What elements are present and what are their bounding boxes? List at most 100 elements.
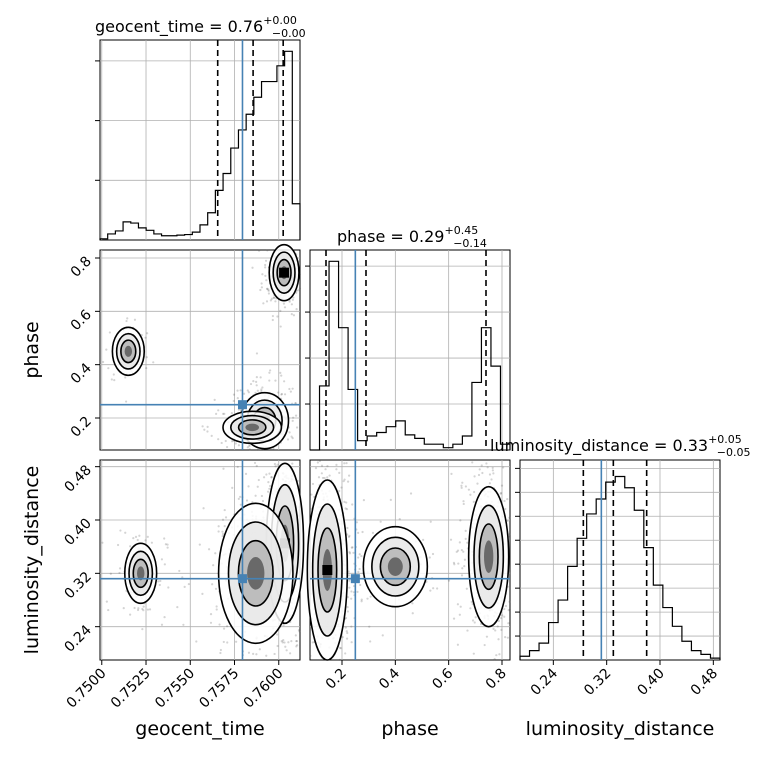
scatter-point: [268, 487, 271, 490]
scatter-point: [247, 391, 250, 394]
scatter-point: [256, 448, 259, 451]
scatter-point: [462, 500, 465, 503]
scatter-point: [346, 596, 349, 599]
density-contour: [247, 557, 265, 590]
scatter-point: [267, 289, 270, 292]
geocent-time-tick-label: 0.7500: [64, 666, 110, 712]
scatter-point: [119, 529, 122, 532]
scatter-point: [221, 530, 224, 533]
scatter-point: [371, 531, 375, 534]
luminosity-distance-x-ticks: 0.24 0.32 0.40 0.48: [528, 660, 721, 699]
scatter-point: [310, 493, 313, 496]
y-axis-label-luminosity-distance: luminosity_distance: [21, 466, 43, 655]
scatter-point: [157, 580, 160, 583]
scatter-point: [274, 379, 277, 382]
scatter-point: [145, 367, 148, 370]
scatter-point: [335, 468, 338, 471]
scatter-point: [211, 583, 214, 586]
scatter-point: [270, 476, 273, 479]
scatter-point: [266, 490, 270, 493]
scatter-point: [237, 497, 240, 500]
scatter-point: [166, 546, 169, 549]
scatter-point: [456, 549, 460, 552]
scatter-point: [495, 654, 498, 657]
scatter-point: [109, 572, 112, 575]
phase-tick-label: 0.2: [323, 666, 350, 693]
scatter-point: [223, 412, 226, 415]
scatter-point: [222, 640, 225, 644]
scatter-point: [282, 624, 285, 627]
density-contour: [245, 423, 260, 432]
scatter-point: [350, 546, 353, 549]
scatter-point: [346, 533, 349, 536]
scatter-point: [460, 484, 463, 487]
scatter-point: [145, 356, 148, 359]
scatter-point: [239, 495, 242, 498]
scatter-point: [411, 612, 414, 615]
scatter-point: [276, 633, 279, 636]
scatter-point: [465, 587, 468, 590]
scatter-point: [350, 625, 353, 628]
scatter-point: [290, 640, 293, 643]
scatter-point: [456, 643, 459, 646]
scatter-point: [500, 491, 503, 495]
scatter-point: [502, 466, 505, 469]
density-contours: [111, 243, 300, 450]
scatter-point: [469, 607, 472, 610]
scatter-point: [268, 472, 271, 475]
scatter-point: [256, 389, 259, 392]
panel-grid: [310, 250, 510, 450]
scatter-point: [283, 306, 287, 309]
scatter-point: [209, 621, 213, 624]
scatter-point: [244, 472, 248, 476]
scatter-point: [264, 274, 267, 277]
scatter-point: [129, 613, 132, 616]
scatter-point: [203, 428, 206, 431]
title-plus: +0.00: [263, 14, 297, 27]
scatter-point: [344, 616, 348, 620]
scatter-point: [360, 600, 363, 603]
scatter-point: [346, 606, 349, 609]
scatter-point: [256, 485, 259, 488]
scatter-point: [261, 273, 264, 276]
scatter-point: [260, 388, 263, 391]
scatter-point: [488, 482, 491, 485]
phase-tick-label: 0.6: [68, 307, 95, 334]
scatter-point: [294, 414, 298, 417]
scatter-point: [477, 473, 481, 477]
density-contour: [136, 566, 145, 581]
scatter-point: [453, 563, 456, 566]
luminosity-distance-tick-label: 0.32: [581, 666, 614, 699]
luminosity-distance-tick-label: 0.24: [61, 622, 94, 655]
scatter-point: [215, 412, 218, 416]
scatter-point: [222, 412, 225, 415]
scatter-point: [429, 589, 432, 592]
scatter-point: [113, 379, 116, 382]
scatter-point: [217, 438, 220, 441]
scatter-point: [294, 402, 297, 405]
scatter-point: [284, 645, 287, 648]
scatter-point: [160, 623, 164, 626]
scatter-point: [466, 541, 469, 544]
luminosity-distance-histogram-panel: 0.24 0.32 0.40 0.48 luminosity_distance = 0…: [490, 433, 751, 699]
scatter-point: [249, 382, 253, 386]
scatter-point: [338, 471, 341, 475]
scatter-point: [351, 546, 354, 549]
scatter-point: [102, 360, 105, 364]
scatter-point: [452, 561, 456, 564]
scatter-point: [362, 498, 365, 502]
scatter-point: [389, 498, 392, 501]
scatter-point: [281, 641, 284, 644]
scatter-point: [259, 288, 262, 292]
scatter-point: [298, 287, 302, 290]
quantile-lines: [325, 250, 487, 450]
scatter-point: [215, 605, 218, 608]
scatter-point: [125, 400, 128, 403]
scatter-point: [254, 494, 257, 497]
scatter-point: [320, 472, 323, 475]
scatter-point: [338, 489, 341, 493]
scatter-point: [134, 535, 138, 538]
scatter-point: [292, 314, 296, 317]
scatter-point: [276, 644, 279, 648]
scatter-point: [346, 610, 349, 613]
